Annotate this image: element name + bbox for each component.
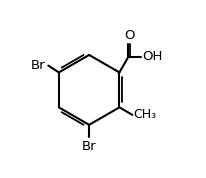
Text: O: O	[124, 29, 135, 42]
Text: OH: OH	[142, 51, 163, 64]
Text: Br: Br	[82, 140, 96, 153]
Text: Br: Br	[31, 59, 46, 72]
Text: CH₃: CH₃	[133, 108, 157, 121]
